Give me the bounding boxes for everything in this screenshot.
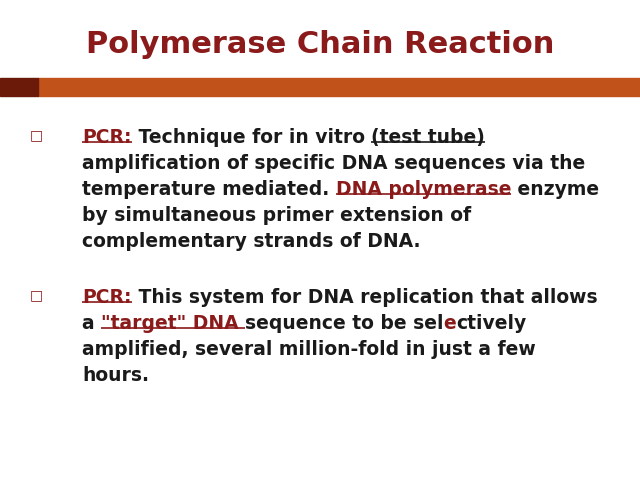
Text: temperature mediated.: temperature mediated. <box>82 180 336 199</box>
Text: e: e <box>444 314 456 333</box>
Bar <box>0 78 38 96</box>
Text: PCR:: PCR: <box>82 128 131 147</box>
Text: PCR:: PCR: <box>82 288 131 307</box>
Text: Technique for in vitro: Technique for in vitro <box>131 128 371 147</box>
Text: (test tube): (test tube) <box>371 128 485 147</box>
Text: a: a <box>82 314 101 333</box>
Text: by simultaneous primer extension of: by simultaneous primer extension of <box>82 206 471 225</box>
Text: complementary strands of DNA.: complementary strands of DNA. <box>82 232 420 251</box>
Text: □: □ <box>30 288 43 302</box>
Text: ctively: ctively <box>456 314 527 333</box>
Text: enzyme: enzyme <box>511 180 600 199</box>
Text: □: □ <box>30 128 43 142</box>
Text: sequence to be sel: sequence to be sel <box>245 314 444 333</box>
Text: Polymerase Chain Reaction: Polymerase Chain Reaction <box>86 30 554 59</box>
Text: This system for DNA replication that allows: This system for DNA replication that all… <box>131 288 597 307</box>
Text: amplification of specific DNA sequences via the: amplification of specific DNA sequences … <box>82 154 585 173</box>
Text: DNA polymerase: DNA polymerase <box>336 180 511 199</box>
Text: hours.: hours. <box>82 366 149 385</box>
Bar <box>38 78 640 96</box>
Text: amplified, several million-fold in just a few: amplified, several million-fold in just … <box>82 340 536 359</box>
Text: "target" DNA: "target" DNA <box>101 314 245 333</box>
